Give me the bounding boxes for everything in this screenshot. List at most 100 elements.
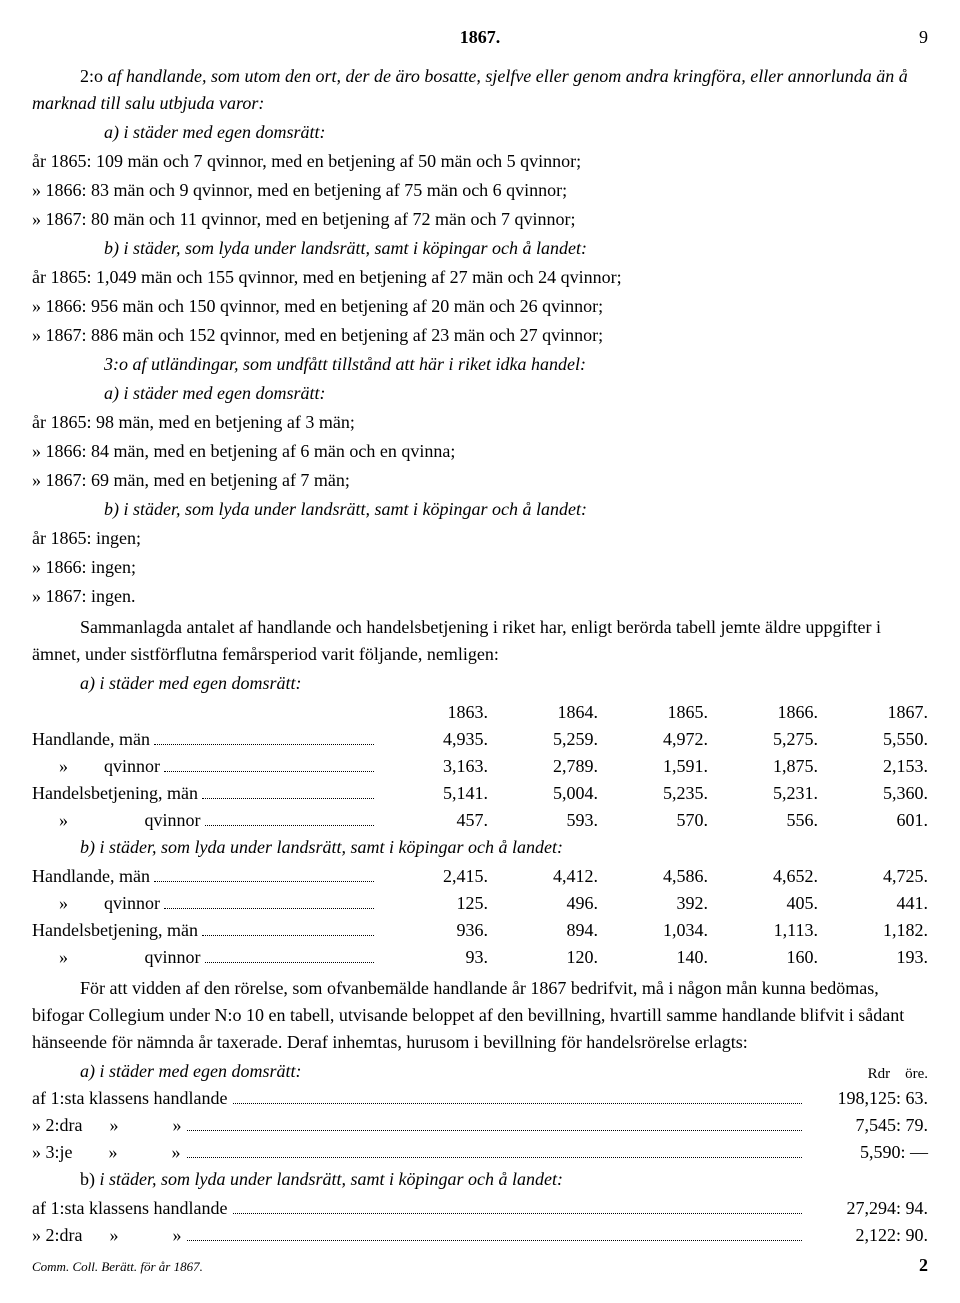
cell-value: 5,235. — [598, 780, 708, 807]
text-line: » 1867: 69 män, med en betjening af 7 mä… — [32, 467, 928, 494]
table-a: — 1863. 1864. 1865. 1866. 1867. Handland… — [32, 699, 928, 834]
bev-label: » 3:je » » — [32, 1139, 181, 1166]
cell-value: 4,412. — [488, 863, 598, 890]
year-col: 1866. — [708, 699, 818, 726]
cell-value: 93. — [378, 944, 488, 971]
bev-a-rows: af 1:sta klassens handlande198,125: 63.»… — [32, 1085, 928, 1166]
text-line: » 1867: 80 män och 11 qvinnor, med en be… — [32, 206, 928, 233]
lines-2a: år 1865: 109 män och 7 qvinnor, med en b… — [32, 148, 928, 233]
lead-2a: a) i städer med egen domsrätt: — [32, 119, 928, 146]
cell-value: 457. — [378, 807, 488, 834]
bev-amount: 27,294: 94. — [808, 1195, 928, 1222]
cell-value: 405. — [708, 890, 818, 917]
row-label: Handelsbetjening, män — [32, 917, 198, 944]
text-line: » 1866: ingen; — [32, 554, 928, 581]
lines-3a: år 1865: 98 män, med en betjening af 3 m… — [32, 409, 928, 494]
cell-value: 125. — [378, 890, 488, 917]
lead-2o: 2:o af handlande, som utom den ort, der … — [32, 63, 928, 117]
lead-3o: 3:o af utländingar, som undfått tillstån… — [32, 351, 928, 378]
lines-3b: år 1865: ingen;» 1866: ingen;» 1867: ing… — [32, 525, 928, 610]
cell-value: 593. — [488, 807, 598, 834]
table-b-rows: Handlande, män2,415.4,412.4,586.4,652.4,… — [32, 863, 928, 971]
cell-value: 193. — [818, 944, 928, 971]
cell-value: 5,550. — [818, 726, 928, 753]
text-line: år 1865: 109 män och 7 qvinnor, med en b… — [32, 148, 928, 175]
lead-num: 2:o — [80, 66, 103, 86]
table-row: Handelsbetjening, män 5,141.5,004.5,235.5… — [32, 780, 928, 807]
cell-value: 5,004. — [488, 780, 598, 807]
table-row: » qvinnor125.496.392.405.441. — [32, 890, 928, 917]
header-year: 1867. — [32, 24, 928, 51]
text-line: » 1867: 886 män och 152 qvinnor, med en … — [32, 322, 928, 349]
cell-value: 4,586. — [598, 863, 708, 890]
lead-rest: af handlande, som utom den ort, der de ä… — [32, 66, 908, 113]
lines-2b: år 1865: 1,049 män och 155 qvinnor, med … — [32, 264, 928, 349]
bev-a-header: a) i städer med egen domsrätt: Rdr öre. — [32, 1058, 928, 1085]
rdr-label: Rdr — [868, 1063, 891, 1086]
table-a-title: a) i städer med egen domsrätt: — [32, 670, 928, 697]
year-col: 1867. — [818, 699, 928, 726]
text-line: år 1865: 98 män, med en betjening af 3 m… — [32, 409, 928, 436]
bev-b-title-text: i städer, som lyda under landsrätt, samt… — [100, 1169, 563, 1189]
table-row: » qvinnor457.593.570.556.601. — [32, 807, 928, 834]
para-2: För att vidden af den rörelse, som ofvan… — [32, 975, 928, 1056]
row-label: » qvinnor — [32, 807, 201, 834]
cell-value: 120. — [488, 944, 598, 971]
bev-amount: 7,545: 79. — [808, 1112, 928, 1139]
row-label: » qvinnor — [32, 890, 160, 917]
signature-num: 2 — [919, 1252, 928, 1279]
table-row: » qvinnor 93.120.140.160.193. — [32, 944, 928, 971]
bev-amount: 198,125: 63. — [808, 1085, 928, 1112]
cell-value: 3,163. — [378, 753, 488, 780]
table-row: Handlande, män2,415.4,412.4,586.4,652.4,… — [32, 863, 928, 890]
bev-label: af 1:sta klassens handlande — [32, 1195, 227, 1222]
page-header: 1867. 9 — [32, 24, 928, 51]
cell-value: 1,034. — [598, 917, 708, 944]
table-row: Handlande, män4,935.5,259.4,972.5,275.5,… — [32, 726, 928, 753]
bev-row: » 2:dra » » 7,545: 79. — [32, 1112, 928, 1139]
table-year-header: — 1863. 1864. 1865. 1866. 1867. — [32, 699, 928, 726]
bev-b-title: b) i städer, som lyda under landsrätt, s… — [32, 1166, 928, 1193]
cell-value: 894. — [488, 917, 598, 944]
cell-value: 5,231. — [708, 780, 818, 807]
bev-amount: 5,590: — — [808, 1139, 928, 1166]
cell-value: 160. — [708, 944, 818, 971]
text-line: » 1866: 83 män och 9 qvinnor, med en bet… — [32, 177, 928, 204]
cell-value: 2,415. — [378, 863, 488, 890]
text-line: » 1867: ingen. — [32, 583, 928, 610]
cell-value: 1,591. — [598, 753, 708, 780]
head-2b: b) i städer, som lyda under landsrätt, s… — [32, 235, 928, 262]
row-label: Handlande, män — [32, 726, 150, 753]
cell-value: 601. — [818, 807, 928, 834]
bev-row: » 3:je » » 5,590: — — [32, 1139, 928, 1166]
page-number: 9 — [919, 24, 928, 51]
rdr-ore-header: Rdr öre. — [868, 1063, 928, 1086]
row-label: » qvinnor — [32, 944, 201, 971]
cell-value: 936. — [378, 917, 488, 944]
cell-value: 4,972. — [598, 726, 708, 753]
cell-value: 5,259. — [488, 726, 598, 753]
cell-value: 496. — [488, 890, 598, 917]
table-a-rows: Handlande, män4,935.5,259.4,972.5,275.5,… — [32, 726, 928, 834]
footnote: Comm. Coll. Berätt. för år 1867. — [32, 1257, 203, 1277]
cell-value: 392. — [598, 890, 708, 917]
table-b: Handlande, män2,415.4,412.4,586.4,652.4,… — [32, 863, 928, 971]
cell-value: 2,153. — [818, 753, 928, 780]
year-col: 1863. — [378, 699, 488, 726]
head-3b: b) i städer, som lyda under landsrätt, s… — [32, 496, 928, 523]
cell-value: 5,141. — [378, 780, 488, 807]
table-b-title: b) i städer, som lyda under landsrätt, s… — [32, 834, 928, 861]
text-line: år 1865: 1,049 män och 155 qvinnor, med … — [32, 264, 928, 291]
cell-value: 570. — [598, 807, 708, 834]
row-label: Handelsbetjening, män — [32, 780, 198, 807]
cell-value: 140. — [598, 944, 708, 971]
cell-value: 1,113. — [708, 917, 818, 944]
bev-a-title: a) i städer med egen domsrätt: — [32, 1058, 301, 1085]
cell-value: 4,935. — [378, 726, 488, 753]
cell-value: 4,652. — [708, 863, 818, 890]
text-line: år 1865: ingen; — [32, 525, 928, 552]
bev-label: » 2:dra » » — [32, 1112, 181, 1139]
cell-value: 4,725. — [818, 863, 928, 890]
table-row: Handelsbetjening, män 936.894.1,034.1,113… — [32, 917, 928, 944]
year-col: 1864. — [488, 699, 598, 726]
